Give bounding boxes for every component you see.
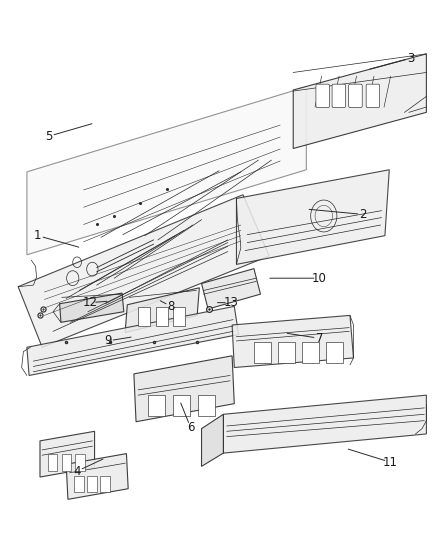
FancyBboxPatch shape <box>349 84 362 108</box>
Polygon shape <box>201 269 261 309</box>
Text: 9: 9 <box>104 334 111 348</box>
Polygon shape <box>18 195 269 348</box>
Text: 6: 6 <box>187 421 194 434</box>
Bar <box>198 395 215 416</box>
Polygon shape <box>293 54 426 149</box>
FancyBboxPatch shape <box>332 84 346 108</box>
Bar <box>100 477 110 492</box>
Bar <box>148 395 165 416</box>
Text: 3: 3 <box>407 52 415 64</box>
Bar <box>278 342 294 364</box>
Polygon shape <box>223 395 426 453</box>
Text: 8: 8 <box>167 300 175 313</box>
Polygon shape <box>134 356 234 422</box>
Bar <box>326 342 343 364</box>
Text: 2: 2 <box>359 208 367 221</box>
Polygon shape <box>201 414 223 466</box>
Bar <box>48 454 57 471</box>
Bar <box>155 308 168 326</box>
Polygon shape <box>66 454 128 499</box>
Polygon shape <box>60 293 124 322</box>
Polygon shape <box>40 431 95 477</box>
Bar <box>62 454 71 471</box>
Bar <box>302 342 318 364</box>
Text: 4: 4 <box>73 465 81 478</box>
Text: 7: 7 <box>316 332 323 345</box>
Polygon shape <box>125 288 199 333</box>
Text: 13: 13 <box>223 296 238 309</box>
Text: 12: 12 <box>83 296 98 309</box>
Polygon shape <box>27 306 239 375</box>
Bar <box>138 308 150 326</box>
Bar <box>254 342 271 364</box>
FancyBboxPatch shape <box>366 84 380 108</box>
Text: 10: 10 <box>312 272 327 285</box>
Text: 11: 11 <box>383 456 398 469</box>
Text: 1: 1 <box>34 229 42 242</box>
Text: 5: 5 <box>45 130 53 143</box>
Polygon shape <box>232 316 353 368</box>
Polygon shape <box>27 87 306 255</box>
Bar <box>173 395 190 416</box>
Polygon shape <box>237 169 389 264</box>
Bar <box>75 454 85 471</box>
Bar <box>173 308 185 326</box>
Bar <box>74 477 84 492</box>
FancyBboxPatch shape <box>316 84 329 108</box>
Bar <box>87 477 97 492</box>
